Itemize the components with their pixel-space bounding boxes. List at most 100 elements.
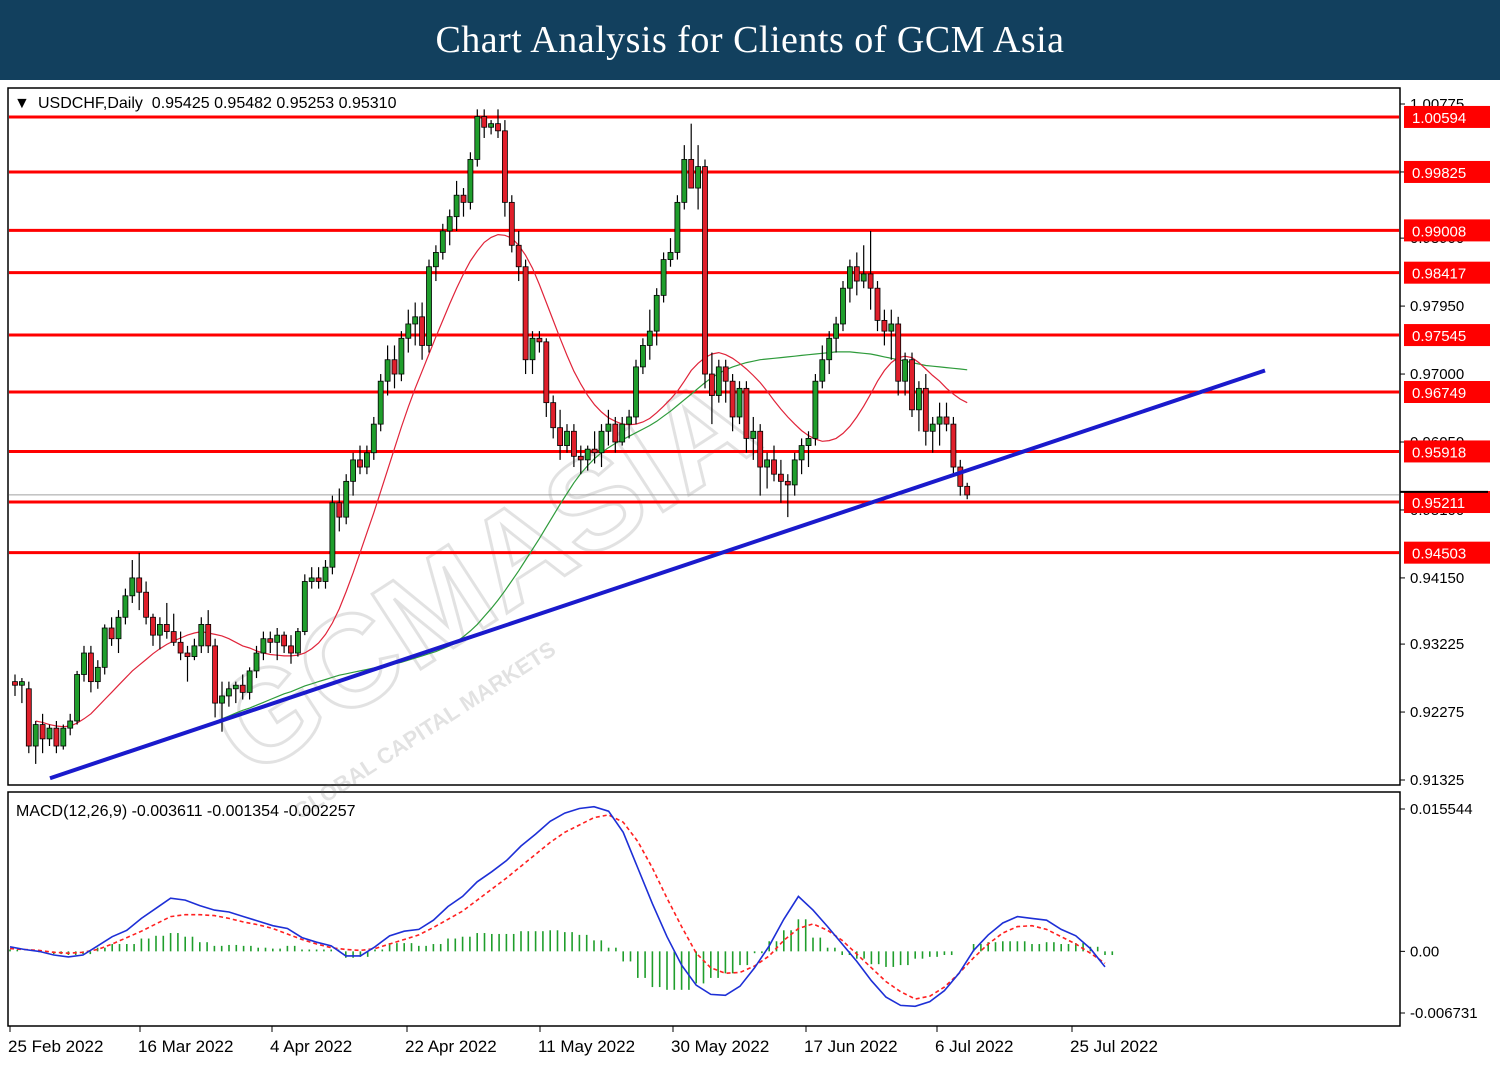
candle [936, 402, 943, 446]
candle-body-bull [46, 727, 53, 740]
x-axis-label: 6 Jul 2022 [935, 1037, 1013, 1056]
candle [225, 681, 232, 707]
candle-body-bear [281, 634, 288, 647]
candle [805, 431, 812, 468]
candle-body-bull [101, 627, 108, 668]
candle-body-bull [916, 387, 922, 411]
candle [143, 581, 150, 625]
candle-body-bull [432, 252, 439, 268]
candle [453, 180, 460, 231]
candle [219, 681, 225, 732]
candle [94, 660, 101, 689]
candle [322, 560, 329, 589]
x-axis-label: 30 May 2022 [671, 1037, 769, 1056]
candle [750, 416, 757, 460]
candle [764, 452, 770, 489]
level-label: 0.95918 [1412, 444, 1466, 461]
candle-body-bear [881, 319, 888, 332]
candle-body-bull [412, 316, 419, 325]
candle-body-bear [577, 455, 584, 461]
candle-body-bull [529, 337, 536, 361]
candle [874, 281, 881, 332]
macd-info: MACD(12,26,9) -0.003611 -0.001354 -0.002… [16, 803, 356, 820]
level-label: 0.99825 [1412, 165, 1466, 182]
candle [439, 223, 446, 260]
candle-body-bull [584, 448, 591, 461]
candle-body-bull [191, 645, 198, 658]
candle [557, 409, 563, 460]
candle-body-bear [267, 638, 274, 643]
candle [260, 631, 267, 661]
level-label: 0.97545 [1412, 328, 1466, 345]
candle-body-bull [750, 430, 757, 439]
candle-body-bear [143, 591, 150, 618]
x-axis-label: 25 Jul 2022 [1070, 1037, 1158, 1056]
candle-body-bear [184, 652, 191, 658]
candle [205, 610, 212, 654]
candle [929, 416, 936, 453]
level-label: 0.95211 [1412, 495, 1465, 512]
candle [412, 302, 419, 346]
candle-body-bear [419, 316, 426, 346]
candle [702, 159, 708, 389]
candle [515, 230, 522, 282]
candle-body-bear [909, 359, 915, 411]
candle-body-bear [950, 423, 957, 468]
candle-body-bull [74, 674, 80, 722]
candle-body-bull [605, 423, 612, 432]
candle [888, 309, 895, 360]
candle-body-bull [598, 430, 605, 454]
candle-body-bear [88, 652, 94, 683]
candle-body-bear [315, 577, 322, 582]
candle-body-bull [681, 159, 688, 203]
candle [163, 602, 170, 639]
candle-body-bear [853, 266, 860, 282]
candle [495, 109, 501, 138]
candle [584, 445, 591, 471]
candle [508, 195, 515, 253]
candle-body-bear [163, 624, 170, 632]
candle [432, 245, 439, 282]
candle [736, 381, 743, 425]
candle [46, 724, 53, 747]
candle [384, 345, 391, 396]
trendline [49, 368, 1266, 781]
candle-body-bull [322, 566, 329, 582]
candle-body-bull [695, 166, 701, 189]
candle-body-bull [219, 695, 225, 704]
level-label: 0.96749 [1412, 385, 1466, 402]
candle-body-bear [481, 116, 488, 128]
candle-body-bull [453, 194, 460, 218]
candle-body-bear [943, 416, 950, 425]
candle-body-bear [557, 427, 563, 446]
candle-body-bull [246, 670, 253, 693]
candle-body-bull [439, 230, 446, 253]
symbol-info-arrow[interactable]: ▼ [14, 95, 30, 112]
candle-body-bull [232, 684, 239, 690]
candle-body-bull [812, 380, 819, 439]
candle-body-bear [239, 684, 246, 693]
level-label-box [1404, 105, 1490, 128]
level-label-box [1404, 261, 1490, 284]
candle-body-bear [729, 380, 736, 418]
candle [25, 681, 32, 754]
candle-body-bear [288, 645, 294, 654]
candle [847, 259, 853, 303]
candle [778, 459, 784, 503]
candle [922, 374, 929, 446]
candle [667, 238, 674, 267]
candle [336, 488, 343, 532]
macd-axis-label: -0.006731 [1410, 1005, 1478, 1022]
candle-body-bear [784, 480, 791, 486]
candle [377, 374, 384, 432]
candle-body-bull [129, 577, 136, 597]
candle [101, 624, 108, 675]
level-label-box [1404, 324, 1490, 347]
candle [329, 495, 336, 575]
candle [481, 109, 488, 138]
candle [853, 252, 860, 296]
candle [909, 352, 915, 417]
candle-body-bull [370, 423, 377, 454]
candle [150, 613, 156, 646]
x-axis-label: 16 Mar 2022 [138, 1037, 233, 1056]
